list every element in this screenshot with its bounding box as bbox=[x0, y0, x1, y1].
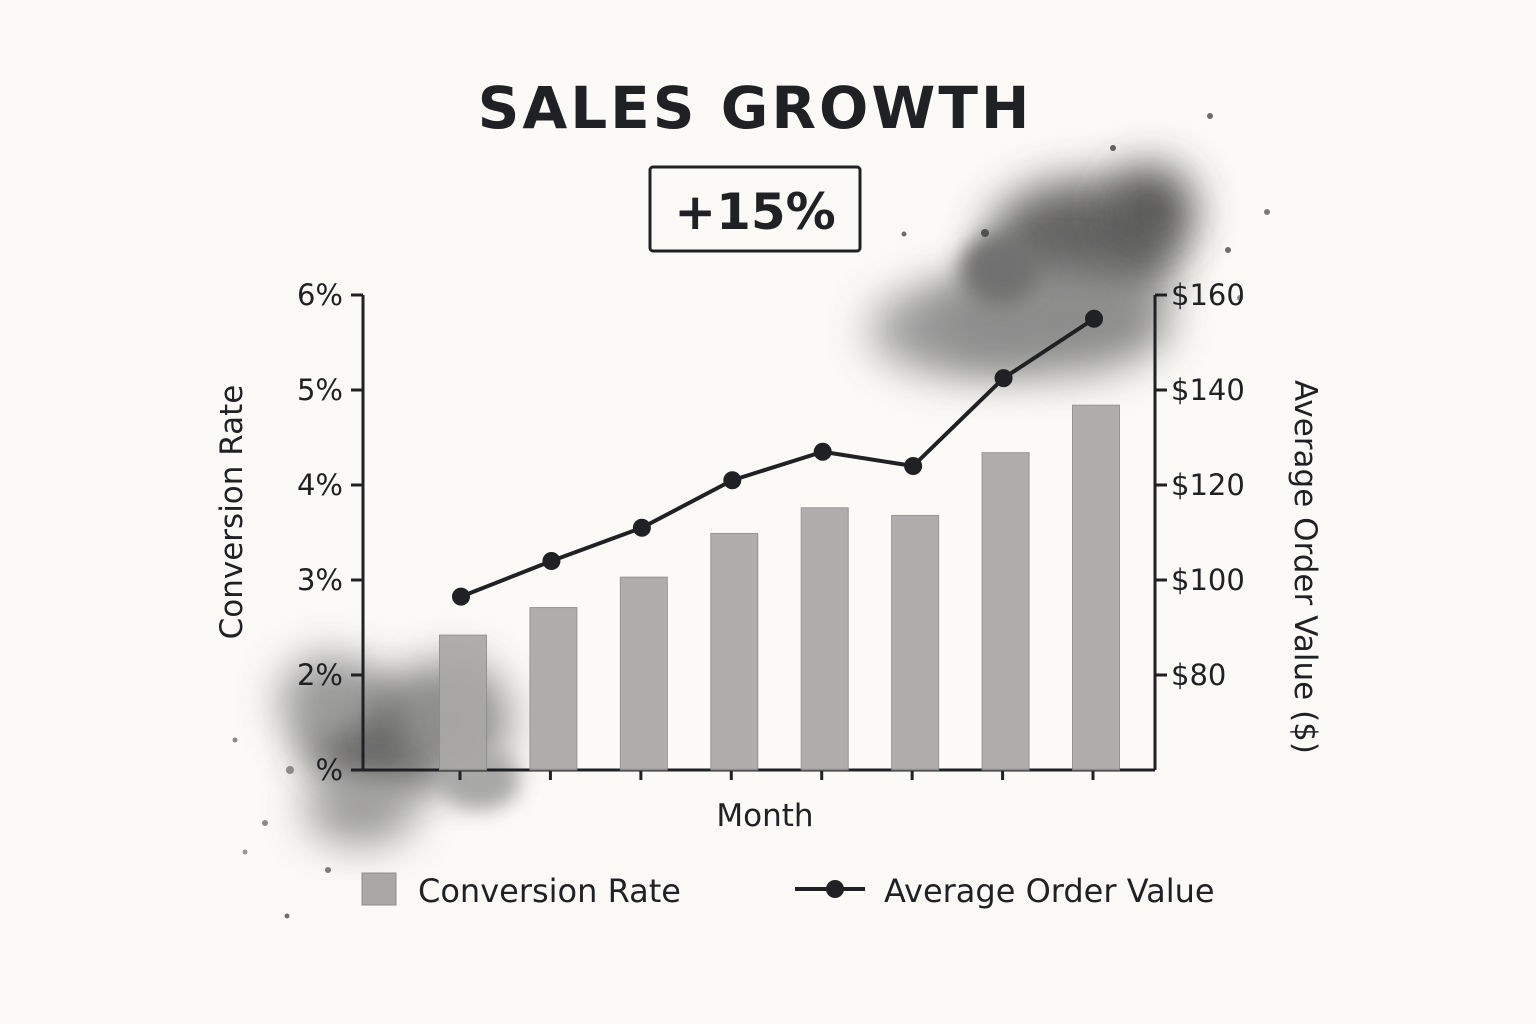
x-axis-label: Month bbox=[716, 798, 813, 834]
right-y-tick-label: $140 bbox=[1171, 373, 1245, 407]
growth-badge-frame bbox=[648, 165, 862, 253]
average-order-value-path bbox=[460, 317, 1096, 599]
average-order-value-point bbox=[904, 457, 923, 475]
legend-label-average-order-value: Average Order Value bbox=[884, 872, 1215, 910]
average-order-value-point bbox=[452, 587, 470, 606]
average-order-value-point bbox=[723, 471, 742, 490]
conversion-rate-bar bbox=[710, 532, 759, 771]
average-order-value-point bbox=[632, 518, 651, 537]
left-y-tick-label: 6% bbox=[297, 278, 343, 312]
right-y-axis-label: Average Order Value ($) bbox=[1287, 380, 1323, 754]
growth-badge-text: +15% bbox=[674, 183, 836, 241]
growth-badge: +15% bbox=[648, 165, 862, 253]
conversion-rate-bar bbox=[981, 452, 1030, 771]
right-y-tick-label: $80 bbox=[1171, 658, 1226, 692]
ink-smudge-top-right bbox=[870, 113, 1270, 375]
average-order-value-line bbox=[452, 309, 1103, 606]
left-y-ticks: % 2% 3% 4% 5% 6% bbox=[297, 278, 363, 787]
average-order-value-point bbox=[542, 552, 561, 570]
conversion-rate-bar bbox=[529, 607, 578, 771]
left-y-tick-label: 2% bbox=[297, 658, 343, 692]
conversion-rate-bar bbox=[891, 514, 940, 771]
right-y-tick-label: $100 bbox=[1171, 563, 1245, 597]
legend: Conversion Rate Average Order Value bbox=[361, 872, 1215, 910]
right-y-tick-label: $160 bbox=[1171, 278, 1245, 312]
left-y-tick-label: 4% bbox=[297, 468, 343, 502]
left-y-tick-label: 3% bbox=[297, 563, 343, 597]
left-y-axis-label: Conversion Rate bbox=[214, 385, 250, 640]
conversion-rate-bars bbox=[439, 404, 1120, 771]
conversion-rate-bar bbox=[619, 576, 668, 771]
left-y-tick-label: % bbox=[315, 753, 343, 787]
conversion-rate-bar bbox=[1072, 404, 1120, 771]
conversion-rate-bar bbox=[439, 634, 487, 771]
right-y-tick-label: $120 bbox=[1171, 468, 1245, 502]
chart-title: SALES GROWTH bbox=[478, 74, 1033, 142]
legend-swatch-marker bbox=[826, 880, 844, 898]
legend-label-conversion-rate: Conversion Rate bbox=[418, 872, 681, 910]
legend-swatch-conversion-rate bbox=[361, 872, 397, 906]
average-order-value-point bbox=[994, 369, 1013, 388]
conversion-rate-bar bbox=[800, 507, 849, 771]
right-y-ticks: $80 $100 $120 $140 $160 bbox=[1155, 278, 1245, 692]
average-order-value-point bbox=[813, 442, 832, 461]
x-ticks bbox=[458, 770, 1095, 780]
average-order-value-point bbox=[1085, 309, 1103, 328]
left-y-tick-label: 5% bbox=[297, 373, 343, 407]
